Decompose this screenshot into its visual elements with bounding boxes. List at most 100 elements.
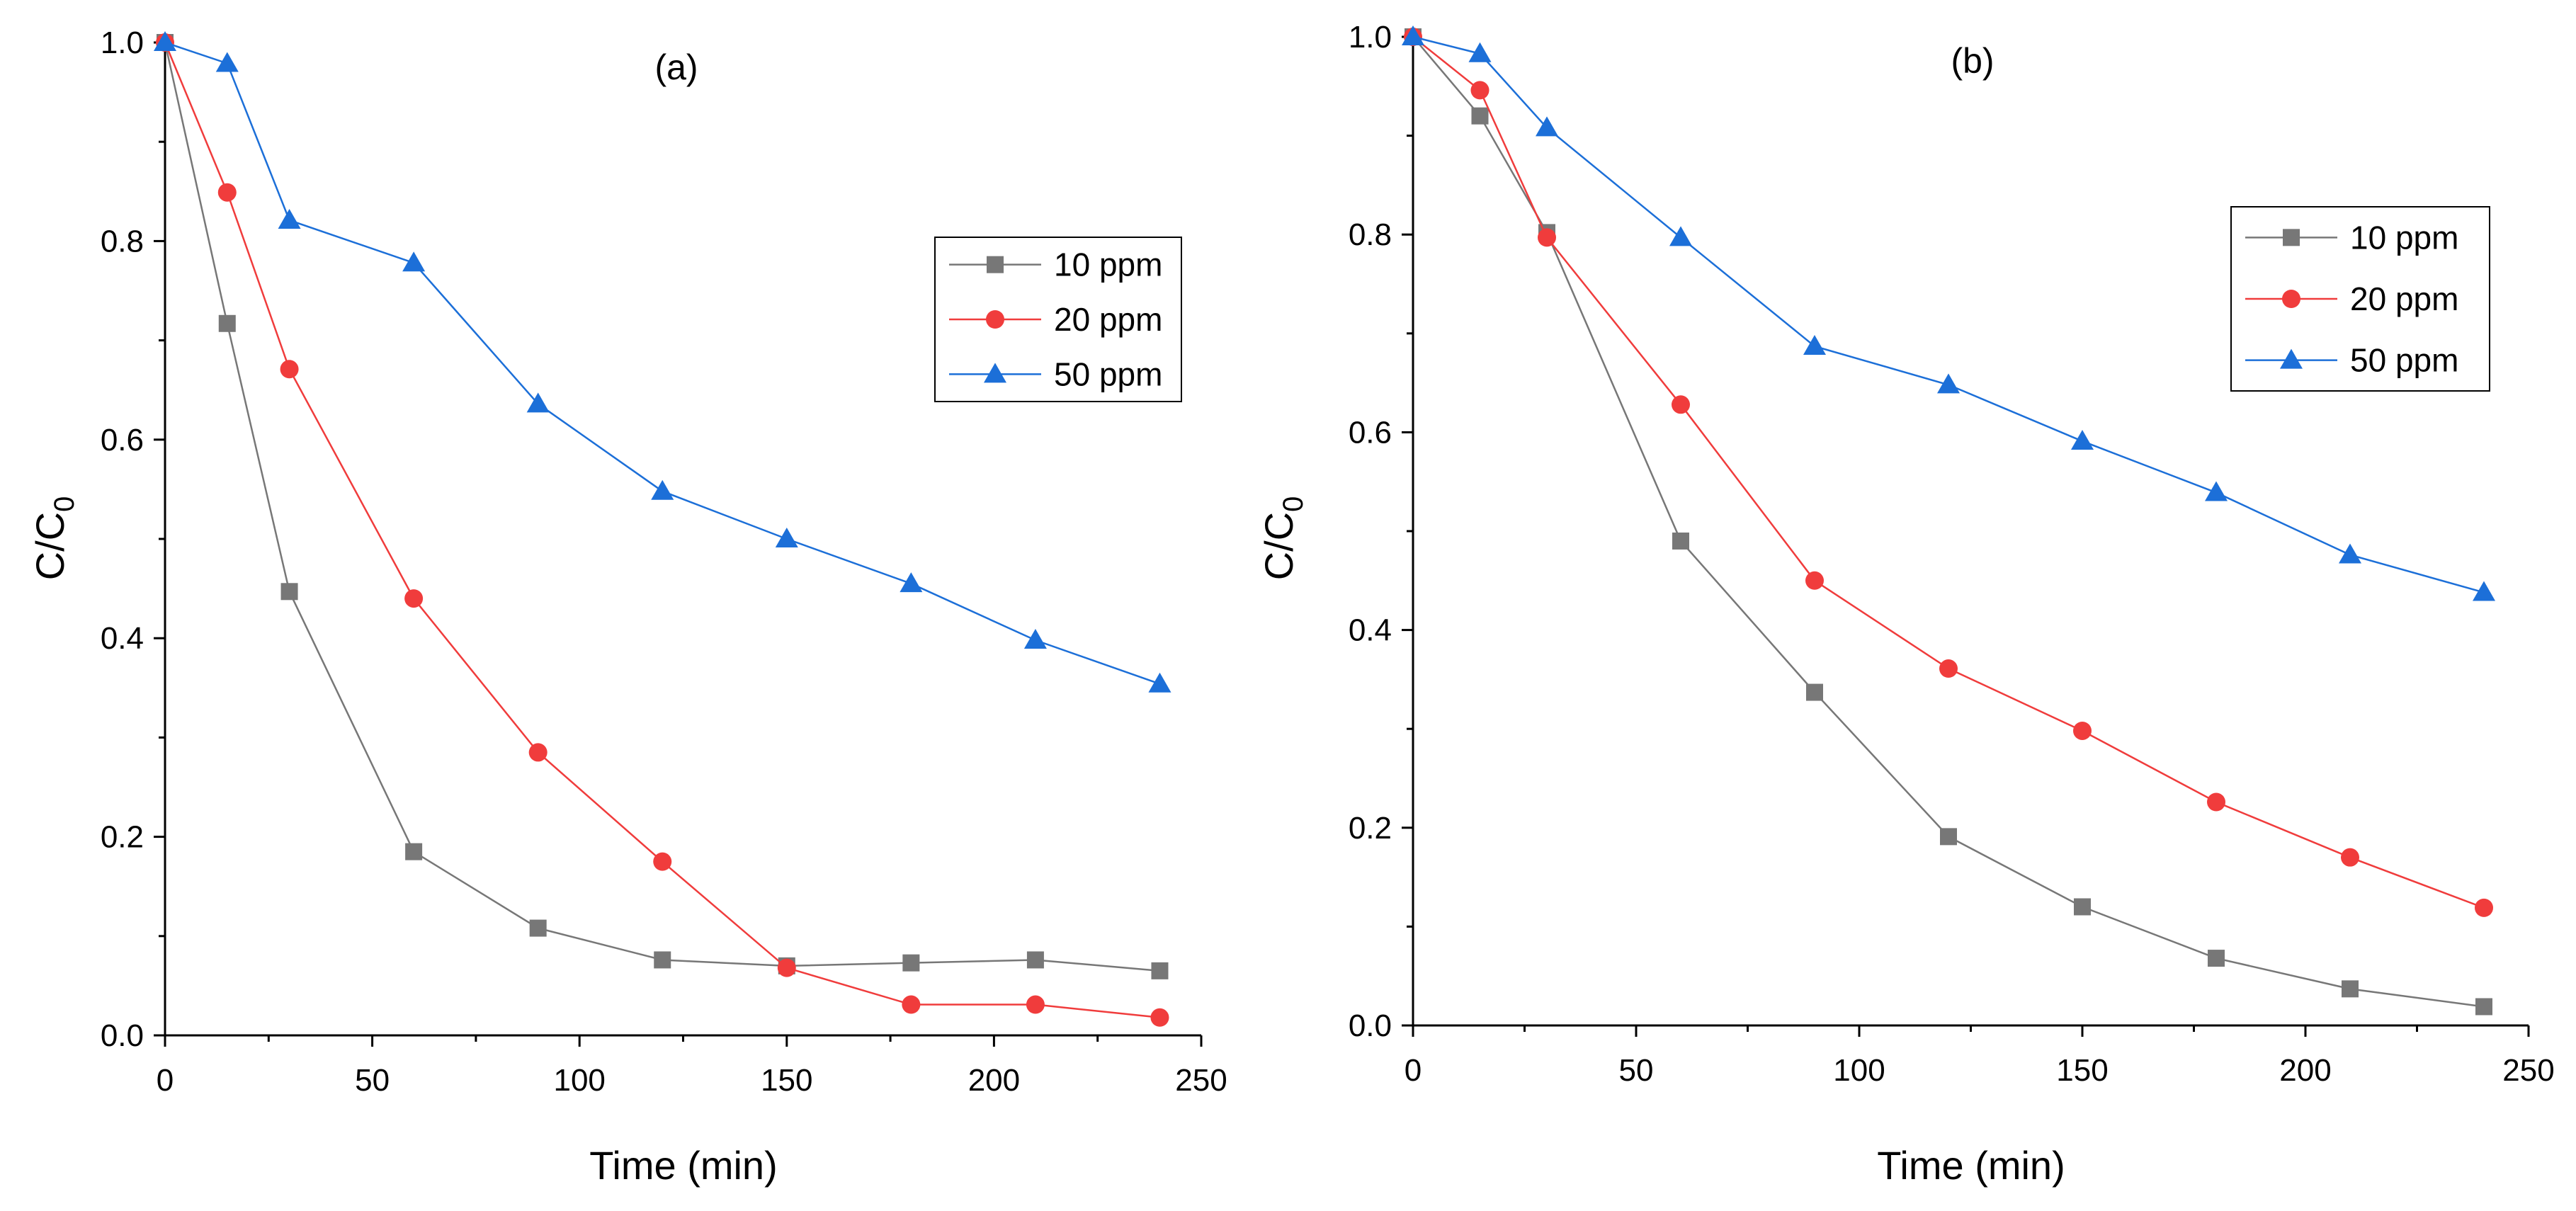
data-point (402, 251, 426, 272)
data-point (902, 954, 920, 972)
data-point (1023, 629, 1047, 649)
panel-a: 0 50 100 150 200 250 0.0 0.2 0.4 0.6 0.8 1.0 Time (m… (28, 25, 1227, 1188)
data-point (2074, 898, 2091, 916)
data-point (2207, 792, 2225, 812)
y-axis-label: C/C0 (1256, 496, 1309, 581)
data-point (654, 951, 671, 969)
y-axis-label-subscript: 0 (1278, 496, 1309, 512)
data-point (528, 743, 547, 762)
x-tick-label: 250 (2502, 1053, 2554, 1088)
y-axis-label-main: C/C (1256, 512, 1301, 580)
x-tick-label: 50 (355, 1063, 390, 1098)
data-point (2473, 581, 2495, 601)
y-tick-label: 0.8 (1349, 217, 1392, 252)
data-point (2205, 481, 2228, 501)
x-tick-label: 100 (1833, 1053, 1885, 1088)
data-point (1402, 25, 1424, 45)
legend-label: 10 ppm (1054, 246, 1162, 283)
y-axis-label: C/C0 (28, 496, 80, 581)
data-point (1803, 334, 1826, 355)
x-axis-label: Time (min) (1877, 1143, 2065, 1188)
legend-marker (2283, 229, 2300, 246)
data-point (1806, 683, 1823, 701)
y-tick-label: 0.2 (1349, 811, 1392, 846)
legend-label: 20 ppm (2350, 280, 2458, 317)
y-tick-label: 0.0 (1349, 1008, 1392, 1043)
y-tick-label: 0.0 (101, 1018, 144, 1053)
panel-label: (a) (654, 47, 698, 87)
y-tick-label: 1.0 (1349, 20, 1392, 55)
data-point (1471, 107, 1489, 125)
legend-label: 50 ppm (1054, 356, 1162, 392)
data-point (1672, 395, 1690, 414)
data-point (2341, 848, 2359, 867)
data-point (1805, 571, 1824, 590)
y-tick-label: 0.6 (1349, 415, 1392, 450)
panel-label: (b) (1951, 41, 1994, 81)
data-point (154, 31, 176, 51)
series-line-10-ppm (1412, 36, 2485, 1008)
y-tick-label: 0.2 (101, 820, 144, 855)
data-point (1538, 228, 1556, 247)
data-point (217, 183, 237, 202)
panel-b: 0 50 100 150 200 250 0.0 0.2 0.4 0.6 0.8 1.0 Time (m… (1256, 20, 2555, 1188)
data-point (775, 528, 798, 547)
legend-marker (986, 310, 1004, 329)
x-tick-label: 150 (761, 1063, 812, 1098)
data-point (1468, 42, 1492, 62)
data-point (1672, 532, 1689, 550)
data-point (278, 208, 301, 229)
y-axis-label-subscript: 0 (49, 496, 80, 512)
data-point (902, 995, 921, 1014)
x-tick-label: 50 (1619, 1053, 1654, 1088)
data-point (1536, 116, 1558, 137)
x-axis-label: Time (min) (589, 1143, 777, 1188)
data-point (653, 852, 672, 871)
data-point (1151, 962, 1169, 979)
data-point (280, 360, 299, 379)
data-point (2073, 721, 2092, 740)
legend-label: 10 ppm (2350, 219, 2458, 256)
data-point (1937, 373, 1960, 394)
data-point (404, 589, 424, 608)
legend-marker (2280, 348, 2303, 369)
data-point (900, 572, 923, 593)
legend-label: 50 ppm (2350, 342, 2458, 379)
x-tick-label: 0 (1405, 1053, 1422, 1088)
data-point (2208, 950, 2225, 967)
data-point (218, 314, 236, 332)
x-tick-label: 200 (2279, 1053, 2331, 1088)
data-point (2339, 543, 2361, 564)
series-line-50-ppm (164, 41, 1160, 685)
data-point (2475, 998, 2492, 1016)
x-tick-label: 150 (2056, 1053, 2108, 1088)
data-point (1026, 995, 1045, 1014)
data-point (405, 843, 423, 860)
data-point (280, 583, 298, 601)
x-tick-label: 250 (1175, 1063, 1227, 1098)
legend-label: 20 ppm (1054, 301, 1162, 338)
data-point (2071, 429, 2094, 450)
y-axis-label-main: C/C (28, 512, 72, 580)
series-line-10-ppm (164, 42, 1160, 972)
series-line-20-ppm (1412, 36, 2485, 909)
data-point (1940, 828, 1957, 846)
data-point (651, 479, 674, 500)
data-point (1148, 672, 1171, 693)
data-point (529, 919, 547, 937)
data-point (1150, 1008, 1169, 1027)
series-line-20-ppm (164, 42, 1160, 1019)
series-line-50-ppm (1412, 35, 2485, 593)
data-point (2475, 898, 2493, 917)
y-tick-label: 0.4 (101, 621, 144, 656)
y-tick-label: 0.8 (101, 224, 144, 258)
legend-marker (984, 363, 1006, 383)
data-point (2342, 980, 2359, 998)
y-tick-label: 1.0 (101, 25, 144, 60)
data-point (777, 958, 796, 977)
x-tick-label: 200 (968, 1063, 1020, 1098)
data-point (1669, 226, 1692, 246)
data-point (526, 392, 550, 413)
legend-marker (987, 256, 1004, 273)
